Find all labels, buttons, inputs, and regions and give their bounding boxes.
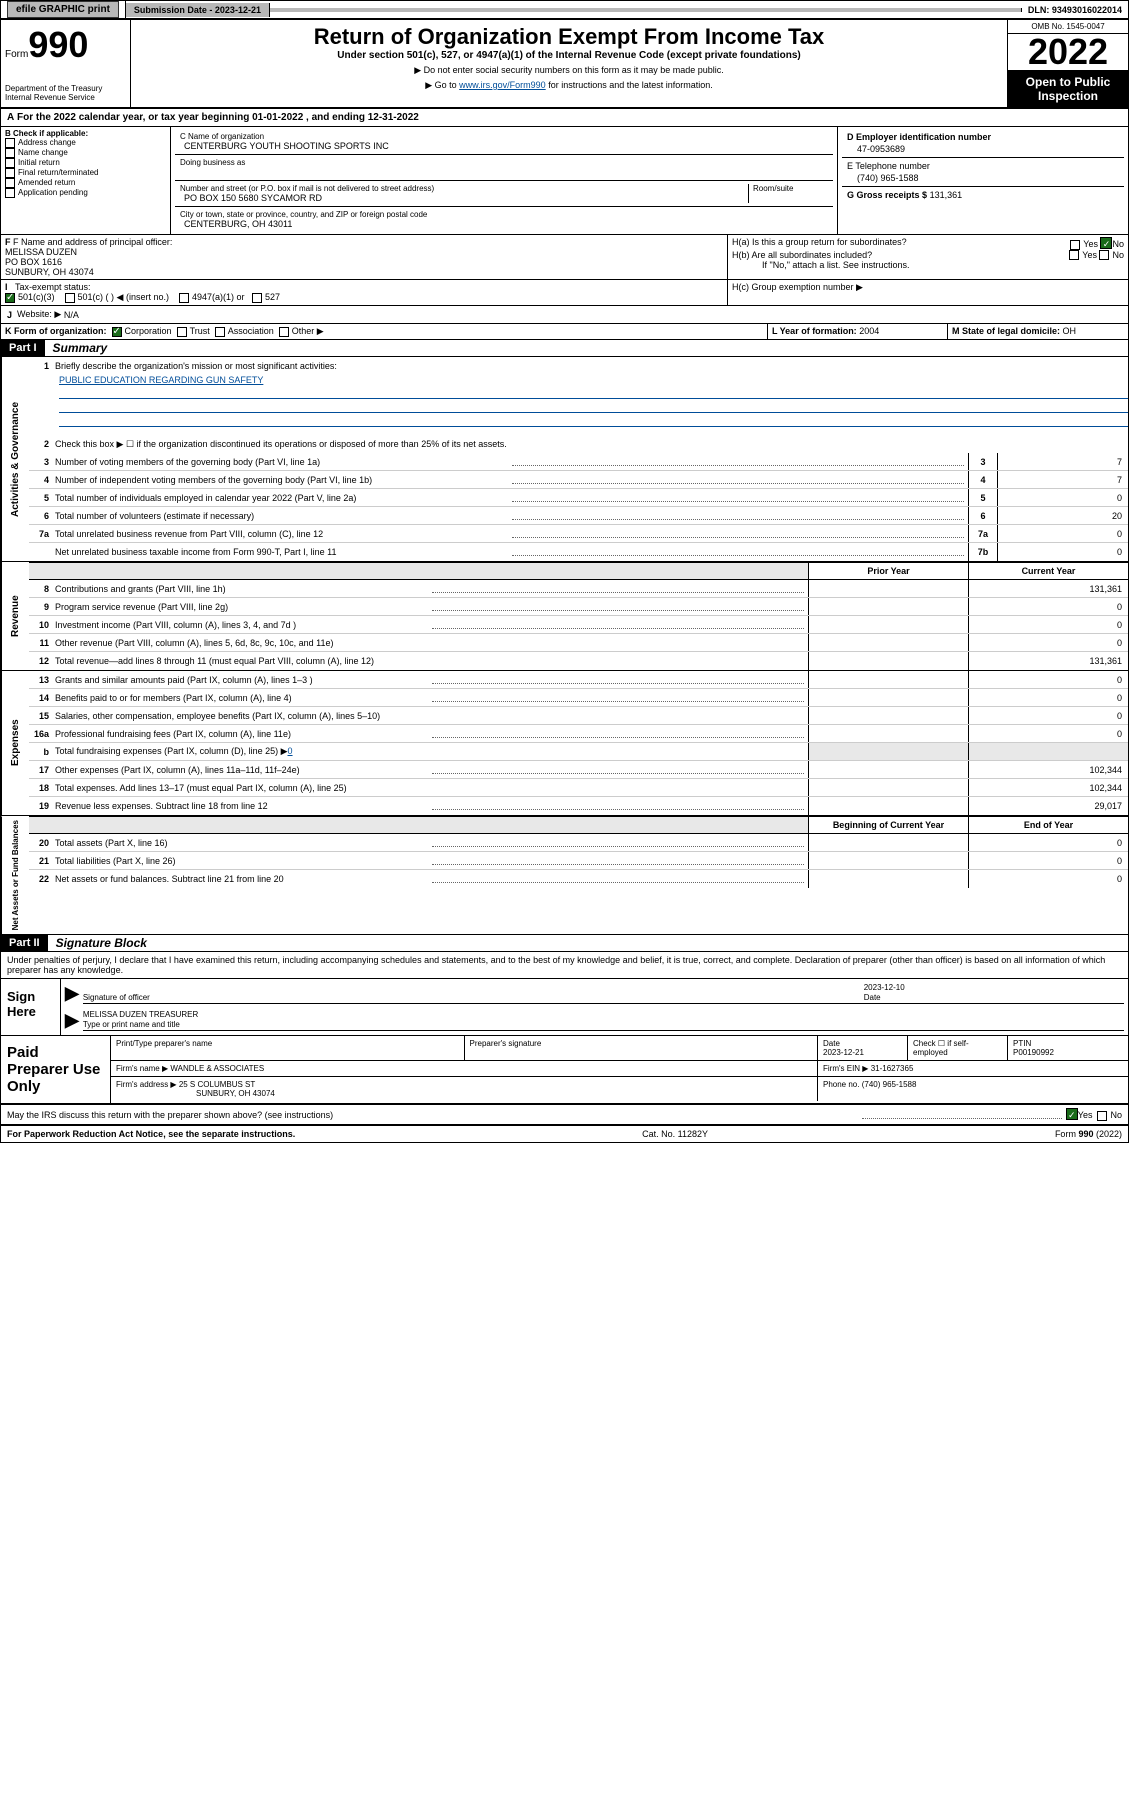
ptin: P00190992 (1013, 1048, 1054, 1057)
form-title: Return of Organization Exempt From Incom… (135, 24, 1003, 50)
officer-addr2: SUNBURY, OH 43074 (5, 267, 723, 277)
org-city: CENTERBURG, OH 43011 (180, 219, 828, 229)
state-domicile: OH (1063, 326, 1077, 336)
submission-date: Submission Date - 2023-12-21 (126, 3, 270, 17)
room-label: Room/suite (753, 184, 828, 193)
irs-link[interactable]: www.irs.gov/Form990 (459, 80, 546, 90)
part1-bar: Part I (1, 340, 45, 356)
v7a: 0 (998, 525, 1128, 542)
paid-preparer: Paid Preparer Use Only (1, 1036, 111, 1103)
v18: 102,344 (968, 779, 1128, 796)
sig-date: 2023-12-10 (864, 983, 1124, 993)
h-c: H(c) Group exemption number ▶ (732, 282, 1124, 293)
v10: 0 (968, 616, 1128, 633)
gross-value: 131,361 (930, 190, 963, 200)
gross-label: G Gross receipts $ (847, 190, 927, 200)
tab-revenue: Revenue (1, 562, 29, 670)
declaration: Under penalties of perjury, I declare th… (1, 952, 1128, 979)
ssn-warning: ▶ Do not enter social security numbers o… (135, 65, 1003, 76)
v13: 0 (968, 671, 1128, 688)
l1: Briefly describe the organization's miss… (55, 361, 1128, 371)
dba-label: Doing business as (180, 158, 828, 167)
sign-here: Sign Here (1, 979, 61, 1035)
v4: 7 (998, 471, 1128, 488)
h-b: H(b) Are all subordinates included? (732, 250, 1069, 261)
topbar-spacer (270, 8, 1022, 12)
tab-expenses: Expenses (1, 671, 29, 815)
firm-phone: (740) 965-1588 (862, 1080, 917, 1089)
part1-title: Summary (45, 341, 108, 355)
website-value: N/A (64, 310, 79, 320)
cat-no: Cat. No. 11282Y (295, 1129, 1055, 1139)
prep-date: 2023-12-21 (823, 1048, 864, 1057)
goto-link-line: ▶ Go to www.irs.gov/Form990 for instruct… (135, 80, 1003, 91)
ein-label: D Employer identification number (847, 132, 991, 142)
i-label: Tax-exempt status: (15, 282, 91, 292)
tax-year: 2022 (1008, 34, 1128, 71)
v11: 0 (968, 634, 1128, 651)
year-formation: 2004 (859, 326, 879, 336)
h-b-note: If "No," attach a list. See instructions… (732, 260, 1124, 270)
org-name-label: C Name of organization (180, 132, 828, 141)
firm-addr1: 25 S COLUMBUS ST (179, 1080, 255, 1089)
org-name: CENTERBURG YOUTH SHOOTING SPORTS INC (180, 141, 828, 151)
part2-title: Signature Block (48, 936, 147, 950)
v6: 20 (998, 507, 1128, 524)
officer-label: F Name and address of principal officer: (13, 237, 172, 247)
ein-value: 47-0953689 (847, 144, 1119, 154)
v22: 0 (968, 870, 1128, 888)
h-a: H(a) Is this a group return for subordin… (732, 237, 1070, 250)
dept-treasury: Department of the Treasury (5, 84, 126, 93)
v19: 29,017 (968, 797, 1128, 815)
dept-irs: Internal Revenue Service (5, 93, 126, 102)
firm-addr2: SUNBURY, OH 43074 (116, 1089, 275, 1098)
v3: 7 (998, 453, 1128, 470)
open-to-public: Open to Public Inspection (1008, 71, 1128, 107)
section-b: B Check if applicable: Address change Na… (1, 127, 171, 234)
tab-activities: Activities & Governance (1, 357, 29, 561)
v7b: 0 (998, 543, 1128, 561)
firm-ein: 31-1627365 (871, 1064, 914, 1073)
form-number: Form990 (5, 24, 126, 66)
k-label: K Form of organization: (5, 326, 107, 336)
dln: DLN: 93493016022014 (1022, 2, 1128, 18)
phone-label: E Telephone number (847, 161, 930, 171)
v20: 0 (968, 834, 1128, 851)
sig-name: MELISSA DUZEN TREASURER (83, 1010, 1124, 1020)
phone-value: (740) 965-1588 (847, 173, 1119, 183)
v9: 0 (968, 598, 1128, 615)
form-subtitle: Under section 501(c), 527, or 4947(a)(1)… (135, 50, 1003, 61)
tax-year-line: A For the 2022 calendar year, or tax yea… (1, 109, 1128, 127)
form-footer: Form 990 (2022) (1055, 1129, 1122, 1139)
firm-name: WANDLE & ASSOCIATES (170, 1064, 264, 1073)
v21: 0 (968, 852, 1128, 869)
v16a: 0 (968, 725, 1128, 742)
part2-bar: Part II (1, 935, 48, 951)
v14: 0 (968, 689, 1128, 706)
addr-label: Number and street (or P.O. box if mail i… (180, 184, 748, 193)
sig-officer-label: Signature of officer (83, 983, 864, 1004)
v5: 0 (998, 489, 1128, 506)
website-label: Website: ▶ (17, 309, 61, 320)
city-label: City or town, state or province, country… (180, 210, 828, 219)
efile-print-button[interactable]: efile GRAPHIC print (7, 1, 119, 18)
top-bar: efile GRAPHIC print Submission Date - 20… (1, 1, 1128, 20)
v15: 0 (968, 707, 1128, 724)
l2: Check this box ▶ ☐ if the organization d… (55, 439, 1128, 450)
mission-text[interactable]: PUBLIC EDUCATION REGARDING GUN SAFETY (59, 375, 263, 385)
officer-addr1: PO BOX 1616 (5, 257, 723, 267)
tab-net-assets: Net Assets or Fund Balances (1, 816, 29, 934)
paperwork-notice: For Paperwork Reduction Act Notice, see … (7, 1129, 295, 1139)
discuss-question: May the IRS discuss this return with the… (7, 1110, 858, 1120)
v12: 131,361 (968, 652, 1128, 670)
v17: 102,344 (968, 761, 1128, 778)
org-address: PO BOX 150 5680 SYCAMOR RD (180, 193, 748, 203)
officer-name: MELISSA DUZEN (5, 247, 723, 257)
v8: 131,361 (968, 580, 1128, 597)
